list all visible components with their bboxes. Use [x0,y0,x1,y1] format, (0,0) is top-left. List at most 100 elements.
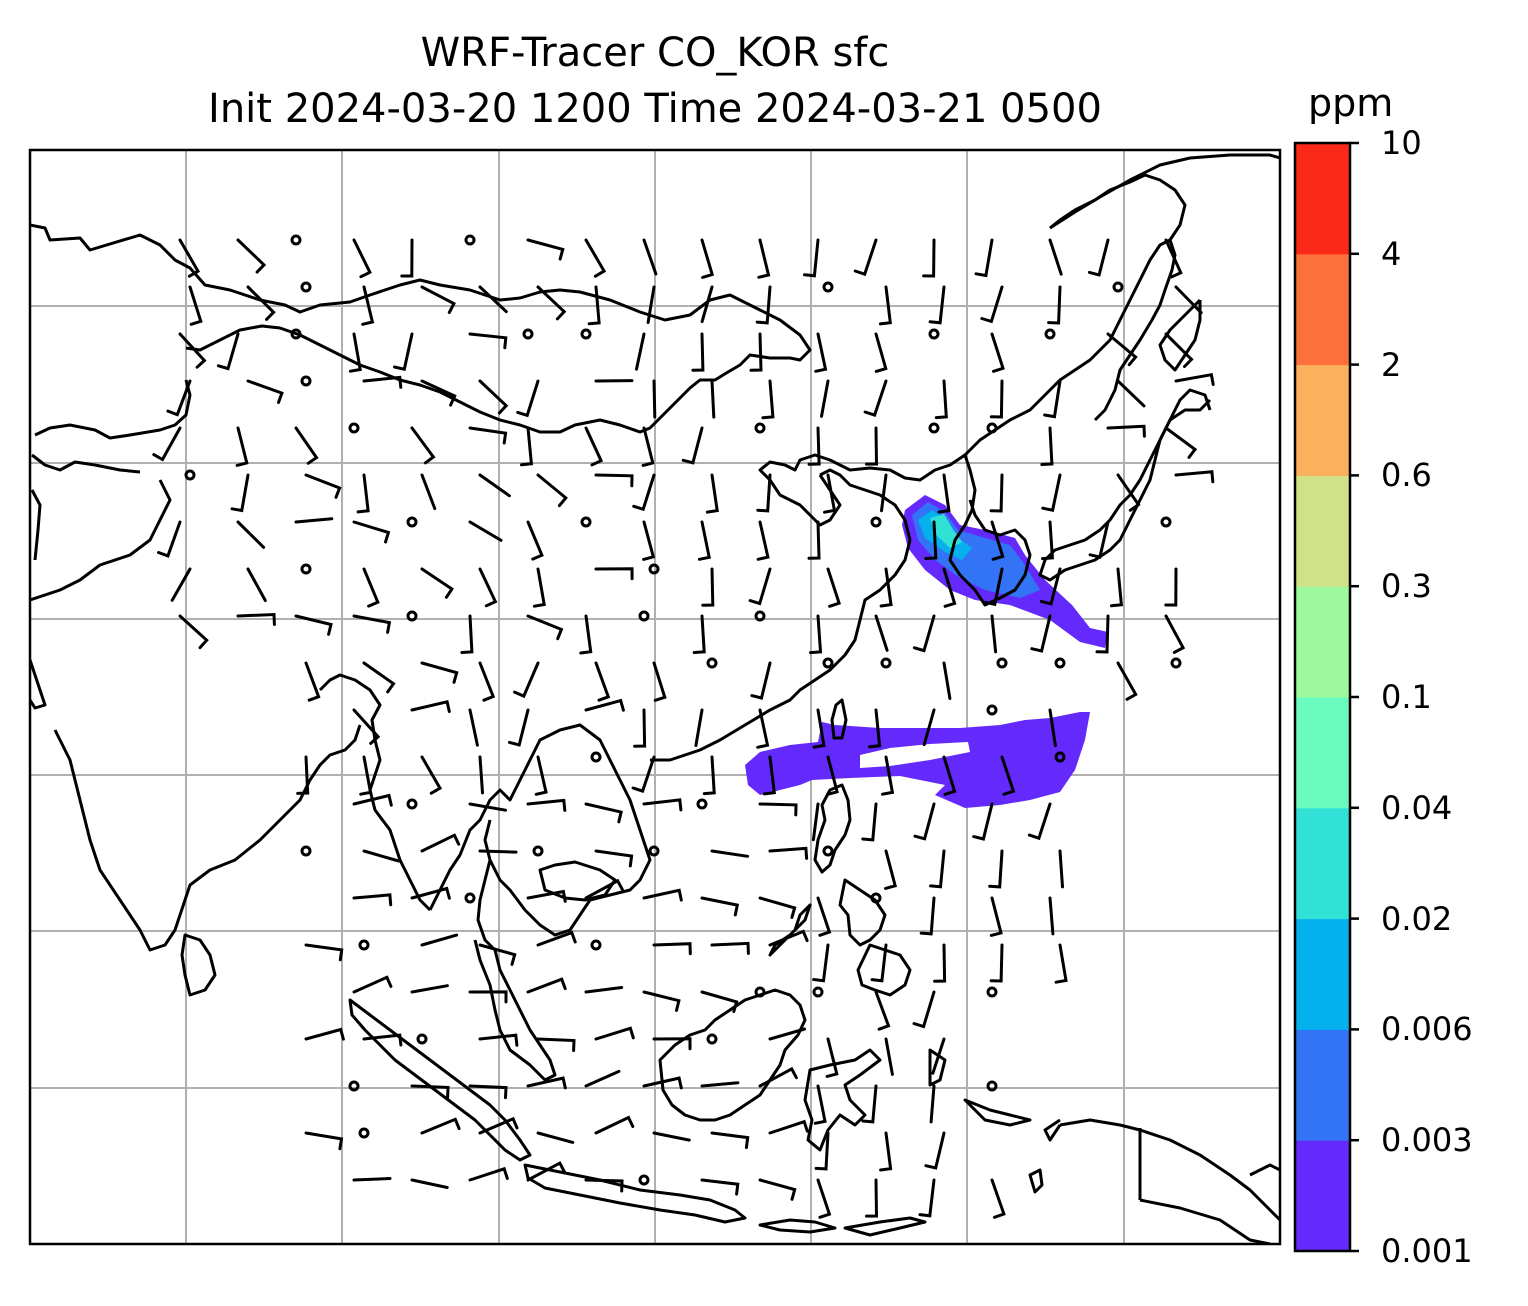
wind-barb [1027,802,1052,841]
wind-barb [884,1037,894,1076]
calm-wind-circle [812,986,824,998]
wind-barb [642,990,681,1012]
coastlines [30,153,1280,1244]
wind-barb [1164,426,1198,459]
wind-barb [1041,473,1062,512]
wind-barb [758,1066,798,1088]
colorbar-segment [1295,697,1350,809]
wind-barb [166,379,192,417]
calm-wind-circle [754,986,766,998]
wind-barb [803,238,820,278]
wind-barb [814,332,828,373]
wind-barb [757,238,771,279]
wind-barb [710,379,716,419]
calm-wind-circle [590,939,602,951]
wind-barb [937,473,951,514]
wind-barb [1110,567,1124,608]
wind-barb [352,238,372,279]
wind-barb [762,755,776,796]
wind-barb [584,426,604,467]
wind-barb [942,755,957,796]
wind-barb [410,1178,449,1189]
wind-barb [1095,614,1110,654]
wind-barb [1048,896,1055,936]
wind-barb [700,896,740,917]
wind-barb [478,1033,519,1047]
wind-barb [359,755,373,796]
wind-barb [865,1178,879,1218]
wind-barb [642,238,658,276]
wind-barb [420,933,459,947]
wind-barb [652,661,667,702]
wind-barb [1106,332,1138,367]
wind-barb [478,1116,519,1135]
wind-barb [420,567,454,599]
wind-barb [410,886,451,900]
calm-wind-circle [822,281,834,293]
wind-barb [756,708,770,749]
wind-barb [352,520,391,544]
wind-barb [178,238,201,278]
calm-wind-circle [706,1033,718,1045]
wind-barb [594,473,634,488]
wind-barb [1174,285,1203,315]
wind-barb [170,567,192,602]
wind-barb [1048,708,1057,748]
wind-barb [468,520,503,542]
colorbar-tick-label: 0.04 [1381,788,1453,827]
calm-wind-circle [996,657,1008,669]
wind-barb [420,379,457,407]
wind-barb [919,896,936,936]
wind-barb [816,1178,832,1219]
wind-barb [924,1131,946,1170]
wind-barb [1043,379,1062,419]
colorbar-tick-label: 10 [1381,124,1422,162]
wind-barb [710,941,750,955]
wind-barb [990,520,1005,561]
calm-wind-circle [1160,516,1172,528]
wind-barb [526,238,565,261]
wind-barb [236,612,276,626]
wind-barb [468,1084,508,1100]
calm-wind-circle [870,892,882,904]
calm-wind-circle [580,516,592,528]
wind-barb [642,798,683,812]
calm-wind-circle [522,328,534,340]
wind-barb [468,426,508,445]
wind-barb [235,426,249,467]
colorbar-tick-label: 0.001 [1381,1232,1473,1270]
wind-barb [478,567,498,608]
wind-barb [352,893,393,907]
wind-barb [352,793,393,807]
wind-barb [246,285,276,321]
wind-barb [584,878,624,900]
calm-wind-circle [928,328,940,340]
graticule-gridlines [30,150,1280,1244]
wind-barb [584,986,624,994]
calm-wind-circle [358,939,370,951]
wind-barb [942,567,957,608]
wind-barb [825,755,839,796]
wind-barb [749,332,763,372]
wind-barb [761,379,775,420]
wind-barb [532,567,546,608]
calm-wind-circle [532,845,544,857]
wind-barb [812,943,830,983]
wind-barb [246,567,267,602]
wind-barb [294,426,319,465]
co-tracer-plumes [745,495,1108,808]
wind-barb [534,755,548,796]
calm-wind-circle [300,563,312,575]
wind-barb [681,426,704,465]
wind-barb [478,943,517,966]
wind-barb [468,802,507,812]
wind-barb [348,332,362,373]
wind-barb [710,1131,750,1150]
wind-barb [410,1084,450,1099]
wind-barb [972,802,994,841]
wind-barb [820,379,830,418]
wind-barb [361,285,375,326]
wind-barb [1041,520,1054,561]
wind-barb [188,285,203,326]
wind-barb [1039,567,1062,606]
